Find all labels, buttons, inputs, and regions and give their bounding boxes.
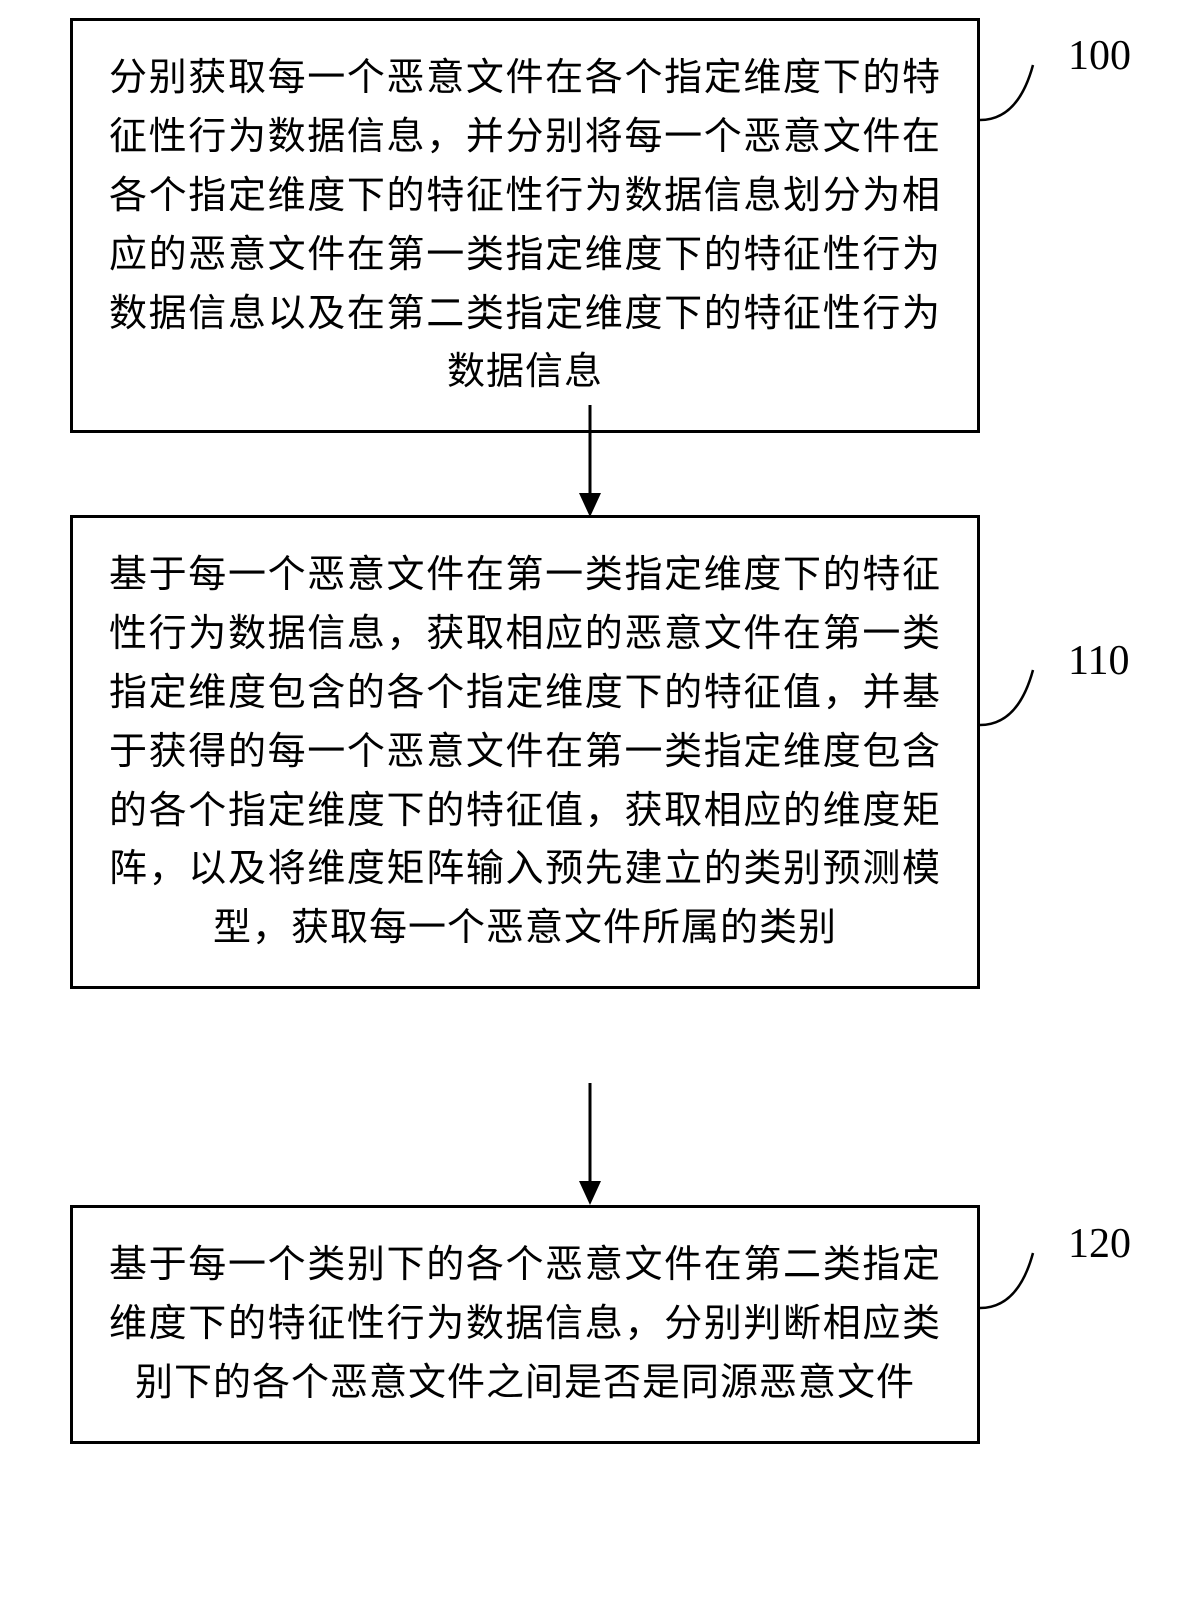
flow-text-2: 基于每一个类别下的各个恶意文件在第二类指定维度下的特征性行为数据信息，分别判断相… (109, 1236, 941, 1413)
flow-node-1: 基于每一个恶意文件在第一类指定维度下的特征性行为数据信息，获取相应的恶意文件在第… (70, 515, 1130, 989)
flow-text-1: 基于每一个恶意文件在第一类指定维度下的特征性行为数据信息，获取相应的恶意文件在第… (109, 546, 941, 958)
flow-box-2: 基于每一个类别下的各个恶意文件在第二类指定维度下的特征性行为数据信息，分别判断相… (70, 1205, 980, 1444)
leader-line-2 (978, 1248, 1078, 1338)
leader-line-0 (978, 60, 1078, 150)
arrow-0-1 (570, 405, 610, 520)
flowchart-container: 分别获取每一个恶意文件在各个指定维度下的特征性行为数据信息，并分别将每一个恶意文… (0, 0, 1179, 1618)
flow-box-1: 基于每一个恶意文件在第一类指定维度下的特征性行为数据信息，获取相应的恶意文件在第… (70, 515, 980, 989)
node-label-2: 120 (1068, 1220, 1131, 1268)
node-label-1: 110 (1068, 637, 1129, 685)
flow-text-0: 分别获取每一个恶意文件在各个指定维度下的特征性行为数据信息，并分别将每一个恶意文… (109, 49, 941, 402)
node-label-0: 100 (1068, 32, 1131, 80)
arrow-1-2 (570, 1083, 610, 1208)
flow-node-0: 分别获取每一个恶意文件在各个指定维度下的特征性行为数据信息，并分别将每一个恶意文… (70, 18, 1130, 433)
flow-box-0: 分别获取每一个恶意文件在各个指定维度下的特征性行为数据信息，并分别将每一个恶意文… (70, 18, 980, 433)
flow-node-2: 基于每一个类别下的各个恶意文件在第二类指定维度下的特征性行为数据信息，分别判断相… (70, 1205, 1130, 1444)
leader-line-1 (978, 665, 1078, 755)
